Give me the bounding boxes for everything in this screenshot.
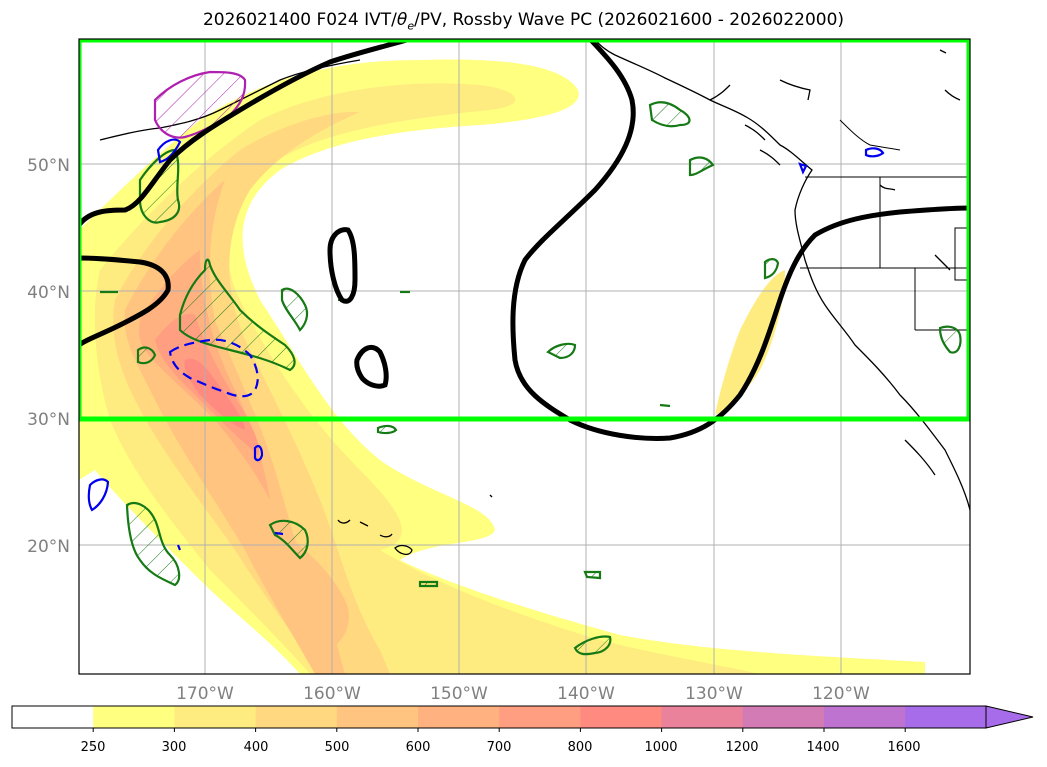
lon-label: 130°W [685, 684, 743, 704]
colorbar-segment [905, 706, 987, 728]
coastline [99, 39, 970, 555]
colorbar: 250 300 400 500 600 700 800 1000 1200 14… [11, 705, 1034, 755]
colorbar-segment [12, 706, 94, 728]
ivt-band-lower [259, 520, 350, 650]
lat-label: 50°N [27, 156, 70, 176]
colorbar-extend-arrow [985, 705, 1034, 729]
colorbar-tick-label: 400 [244, 740, 269, 755]
colorbar-frame [11, 705, 987, 729]
map-frame [78, 38, 971, 675]
colorbar-segment [93, 706, 175, 728]
colorbar-segment [174, 706, 257, 728]
pv-contours [100, 101, 962, 656]
colorbar-segment [499, 706, 581, 728]
colorbar-tick-label: 1400 [806, 740, 839, 755]
lon-label: 170°W [176, 684, 234, 704]
colorbar-tick-label: 1200 [725, 740, 758, 755]
colorbar-segment [824, 706, 906, 728]
colorbar-tick-label: 700 [487, 740, 512, 755]
pv-contour-magenta [153, 70, 247, 139]
ivt-shading [79, 59, 925, 674]
colorbar-segment [580, 706, 663, 728]
colorbar-tick-label: 600 [406, 740, 431, 755]
colorbar-tick-label: 1000 [644, 740, 677, 755]
colorbar-tick-label: 800 [568, 740, 593, 755]
lon-label: 140°W [557, 684, 615, 704]
lon-label: 150°W [430, 684, 488, 704]
lon-label: 120°W [812, 684, 870, 704]
theta-e-contours [87, 138, 885, 551]
lon-axis-labels: 170°W 160°W 150°W 140°W 130°W 120°W [176, 684, 870, 704]
ivt-band-800 [184, 358, 245, 430]
colorbar-segment [255, 706, 338, 728]
colorbar-segment [661, 706, 744, 728]
colorbar-tick-label: 1600 [887, 740, 920, 755]
ivt-band-coastal [715, 270, 785, 415]
colorbar-segment [742, 706, 825, 728]
chart-title: 2026021400 F024 IVT/θe/PV, Rossby Wave P… [202, 10, 845, 33]
rossby-wave-contours [79, 39, 970, 441]
map-area [79, 39, 970, 674]
colorbar-tick-label: 250 [81, 740, 106, 755]
lat-axis-labels: 50°N 40°N 30°N 20°N [27, 156, 70, 557]
region-box [79, 39, 970, 422]
colorbar-segment [336, 706, 419, 728]
lat-label: 30°N [27, 410, 70, 430]
lat-label: 40°N [27, 283, 70, 303]
colorbar-tick-label: 500 [325, 740, 350, 755]
colorbar-tick-label: 300 [162, 740, 187, 755]
lon-label: 160°W [303, 684, 361, 704]
lat-label: 20°N [27, 537, 70, 557]
colorbar-segment [418, 706, 500, 728]
